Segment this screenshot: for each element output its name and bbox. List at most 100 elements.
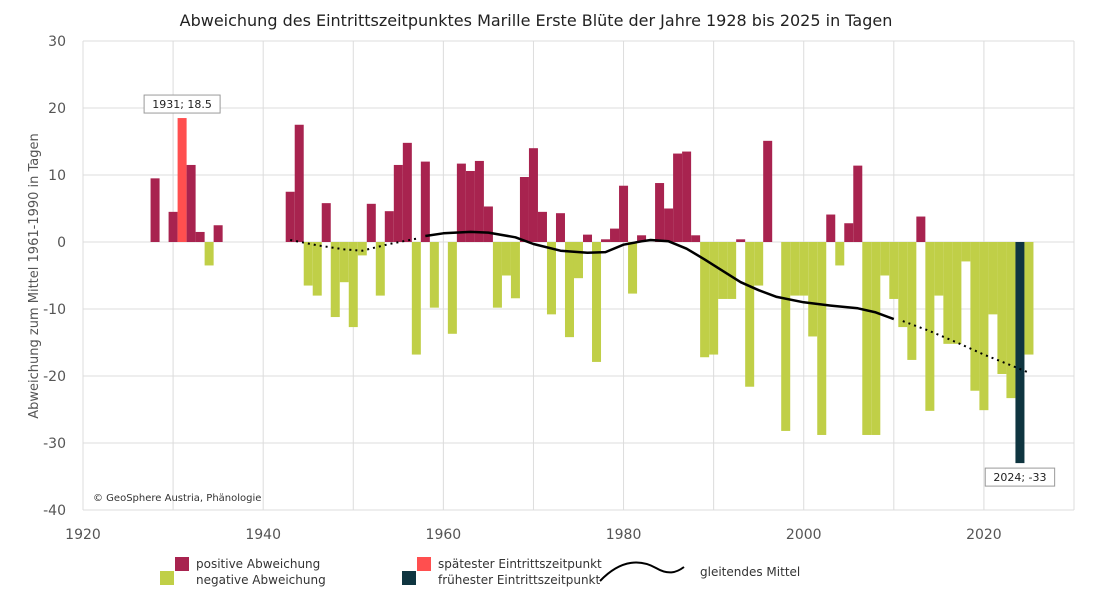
bar (745, 242, 755, 387)
bar (763, 140, 773, 242)
bar (709, 242, 719, 355)
legend-swatch-negative (160, 571, 174, 585)
bar (429, 242, 439, 308)
bar (898, 242, 908, 328)
bar (682, 151, 692, 242)
chart-title: Abweichung des Eintrittszeitpunktes Mari… (180, 11, 893, 30)
bar (501, 242, 511, 276)
bar (664, 208, 674, 242)
bar (799, 242, 809, 296)
bar (673, 153, 683, 242)
bar (150, 178, 160, 242)
y-tick-label: -20 (43, 369, 66, 385)
bar (213, 225, 223, 242)
x-tick-label: 2000 (786, 527, 822, 543)
bar (546, 242, 556, 315)
bar (790, 242, 800, 296)
legend: positive Abweichung negative Abweichung … (160, 557, 800, 587)
y-tick-label: 20 (48, 101, 66, 117)
bar (312, 242, 322, 296)
bar (637, 235, 647, 242)
bar (303, 242, 313, 286)
x-axis-ticks: 1920 1940 1960 1980 2000 2020 (65, 527, 1002, 543)
bar (862, 242, 872, 435)
bar (537, 211, 547, 242)
bar (483, 206, 493, 242)
bar (393, 164, 403, 242)
bar (1015, 242, 1025, 464)
legend-label-latest: spätester Eintrittszeitpunkt (438, 557, 602, 571)
x-tick-label: 1920 (65, 527, 101, 543)
bar (411, 242, 421, 355)
bar (691, 235, 701, 242)
bar (375, 242, 385, 296)
legend-label-earliest: frühester Eintrittszeitpunkt (438, 573, 600, 587)
bar (348, 242, 358, 328)
legend-swatch-earliest (402, 571, 416, 585)
legend-swatch-moving-average (599, 561, 685, 582)
callout-label: 2024; -33 (993, 471, 1046, 484)
bar (619, 185, 629, 242)
bar (447, 242, 457, 334)
bar (844, 223, 854, 242)
moving-average-line (425, 230, 895, 321)
legend-label-moving-average: gleitendes Mittel (700, 565, 800, 579)
bar (402, 142, 412, 242)
moving-average (290, 230, 1030, 374)
bar (528, 148, 538, 242)
bar (880, 242, 890, 276)
legend-swatch-positive (175, 557, 189, 571)
callout-label: 1931; 18.5 (152, 98, 212, 111)
bar (177, 118, 187, 242)
bar (510, 242, 520, 299)
bar (808, 242, 818, 337)
bar (330, 242, 340, 318)
bar (727, 242, 737, 299)
bar (555, 213, 565, 242)
legend-swatch-latest (417, 557, 431, 571)
bar (195, 231, 205, 242)
bar (285, 191, 295, 242)
bar (519, 177, 529, 242)
y-tick-label: -30 (43, 436, 66, 452)
bar (907, 242, 917, 360)
bar (979, 242, 989, 411)
y-tick-label: -40 (43, 503, 66, 519)
bar (700, 242, 710, 358)
bar (186, 164, 196, 242)
bar (366, 203, 376, 242)
bar (943, 242, 953, 344)
bar (835, 242, 845, 266)
bar (817, 242, 827, 435)
y-axis-ticks: 30 20 10 0 -10 -20 -30 -40 (43, 34, 66, 519)
bar (321, 203, 331, 242)
bar (465, 170, 475, 242)
y-tick-label: 30 (48, 34, 66, 50)
legend-label-positive: positive Abweichung (196, 557, 320, 571)
annotations: 1931; 18.5 2024; -33 (143, 94, 1056, 487)
bar (456, 163, 466, 242)
x-tick-label: 2020 (966, 527, 1002, 543)
bar (655, 183, 665, 242)
x-tick-label: 1960 (426, 527, 462, 543)
bar (781, 242, 791, 431)
bar (1024, 242, 1034, 355)
callout-box (143, 94, 221, 114)
y-tick-label: -10 (43, 302, 66, 318)
bar (826, 214, 836, 242)
credit-text: © GeoSphere Austria, Phänologie (93, 493, 261, 504)
bar (736, 239, 746, 242)
bar (628, 242, 638, 294)
bar (916, 216, 926, 242)
bar (384, 211, 394, 242)
y-axis-label: Abweichung zum Mittel 1961-1990 in Tagen (27, 133, 42, 418)
bar (583, 234, 593, 242)
legend-label-negative: negative Abweichung (196, 573, 326, 587)
bar (592, 242, 602, 362)
bar (339, 242, 349, 283)
bar (853, 165, 863, 242)
bar (754, 242, 764, 286)
bar (889, 242, 899, 299)
bar (970, 242, 980, 391)
